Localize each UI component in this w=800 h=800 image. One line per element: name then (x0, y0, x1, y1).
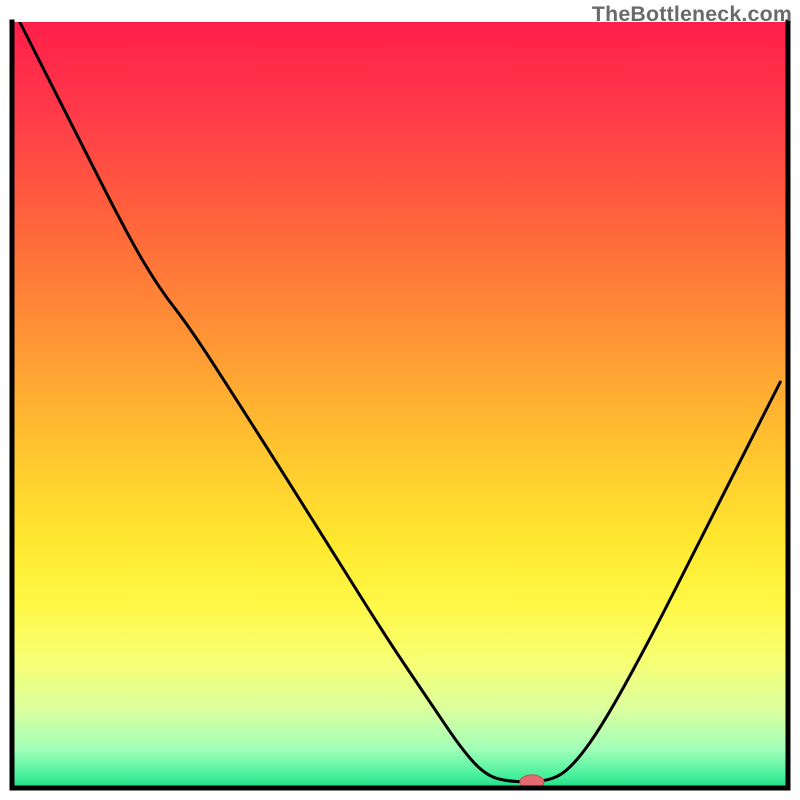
chart-container: TheBottleneck.com (0, 0, 800, 800)
watermark-text: TheBottleneck.com (592, 2, 792, 27)
gradient-background (12, 22, 788, 788)
bottleneck-chart-svg (0, 0, 800, 800)
